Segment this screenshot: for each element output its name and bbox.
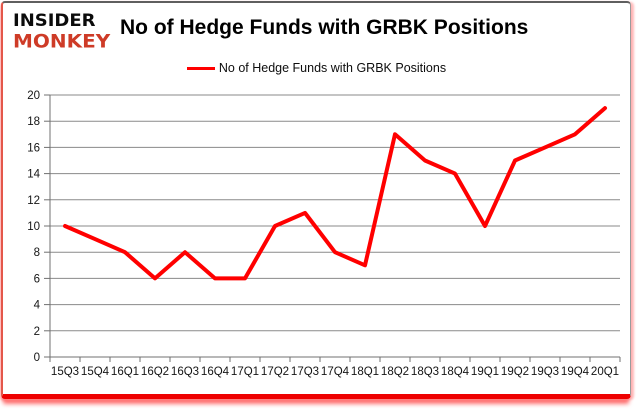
y-tick-label: 8 <box>34 247 40 259</box>
x-tick-label: 19Q4 <box>561 366 590 378</box>
y-tick-label: 12 <box>27 195 40 207</box>
x-tick-label: 18Q2 <box>381 366 409 378</box>
y-tick-label: 6 <box>34 273 40 285</box>
x-tick-label: 17Q1 <box>231 366 259 378</box>
line-chart-plot-area: 0 2 4 6 8 10 12 14 16 18 20 15Q3 15Q4 16Q1 16Q2 16Q3 16Q… <box>27 90 621 378</box>
chart-legend: No of Hedge Funds with GRBK Positions <box>3 61 630 75</box>
x-tick-label: 17Q3 <box>291 366 319 378</box>
x-tick-label: 15Q4 <box>81 366 110 378</box>
y-tick-label: 18 <box>27 116 40 128</box>
y-tick-label: 14 <box>27 169 40 181</box>
y-tick-label: 20 <box>27 90 40 102</box>
x-tick-label: 16Q1 <box>111 366 139 378</box>
legend-line-swatch <box>186 66 215 70</box>
x-tick-label: 19Q2 <box>501 366 529 378</box>
chart-card: INSIDER MONKEY No of Hedge Funds with GR… <box>1 1 631 399</box>
legend-label: No of Hedge Funds with GRBK Positions <box>218 61 447 75</box>
x-tick-label: 17Q4 <box>321 366 350 378</box>
x-tick-label: 16Q3 <box>171 366 199 378</box>
insider-monkey-logo: INSIDER MONKEY <box>13 12 110 51</box>
y-tick-label: 10 <box>27 221 40 233</box>
x-tick-label: 18Q1 <box>351 366 379 378</box>
x-tick-label: 19Q3 <box>531 366 559 378</box>
y-tick-label: 16 <box>27 142 40 154</box>
x-tick-label: 19Q1 <box>471 366 499 378</box>
x-tick-label: 20Q1 <box>591 366 619 378</box>
x-tick-label: 16Q2 <box>141 366 169 378</box>
x-tick-label: 15Q3 <box>51 366 79 378</box>
logo-text-insider: INSIDER <box>13 10 96 31</box>
y-tick-label: 0 <box>34 352 40 364</box>
x-tick-label: 18Q3 <box>411 366 439 378</box>
x-tick-label: 17Q2 <box>261 366 289 378</box>
y-tick-label: 4 <box>34 300 41 312</box>
data-line-series <box>63 106 607 281</box>
chart-title: No of Hedge Funds with GRBK Positions <box>120 16 529 39</box>
x-tick-label: 18Q4 <box>441 366 470 378</box>
y-tick-label: 2 <box>34 326 40 338</box>
x-tick-label: 16Q4 <box>201 366 230 378</box>
logo-text-monkey: MONKEY <box>13 29 111 53</box>
